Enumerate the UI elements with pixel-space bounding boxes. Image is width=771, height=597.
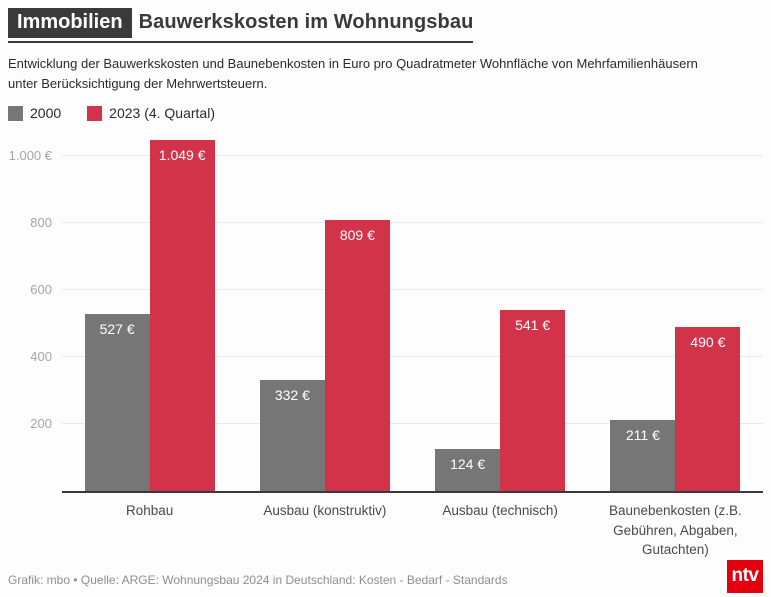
bar-value-label: 124 € bbox=[450, 456, 486, 473]
bar-value-label: 527 € bbox=[99, 321, 135, 338]
plot-area: 527 € 1.049 € 332 € 809 € 124 € 541 € 211 € 490… bbox=[9, 140, 763, 494]
legend-label-2000: 2000 bbox=[30, 105, 62, 122]
bar-value-label: 809 € bbox=[339, 227, 375, 244]
category-label: Ausbau (technisch) bbox=[442, 503, 558, 519]
gridline bbox=[62, 289, 763, 291]
x-axis-labels: Rohbau Ausbau (konstruktiv) Ausbau (techni… bbox=[62, 493, 763, 560]
gridline bbox=[62, 423, 763, 425]
bar-value-label: 490 € bbox=[690, 334, 726, 351]
legend-swatch-2000 bbox=[8, 105, 23, 121]
bar-2000: 332 € bbox=[259, 380, 325, 492]
source-credit: Grafik: mbo • Quelle: ARGE: Wohnungsbau … bbox=[8, 572, 508, 587]
footer: Grafik: mbo • Quelle: ARGE: Wohnungsbau … bbox=[8, 559, 763, 593]
bar-groups: 527 € 1.049 € 332 € 809 € 124 € 541 € 211 € 490… bbox=[62, 140, 763, 492]
bar-group: 332 € 809 € bbox=[259, 220, 390, 492]
category-label: Rohbau bbox=[125, 503, 174, 519]
bar-2023-4-quartal-: 490 € bbox=[675, 327, 741, 492]
legend-item-2023: 2023 (4. Quartal) bbox=[87, 105, 215, 121]
page-title: Bauwerkskosten im Wohnungsbau bbox=[138, 11, 474, 33]
bar-2000: 124 € bbox=[435, 449, 501, 492]
category-label: Baunebenkosten (z.B. Gebühren, Abgaben, … bbox=[608, 503, 742, 558]
bar-2000: 211 € bbox=[610, 420, 676, 492]
bar-group: 124 € 541 € bbox=[435, 310, 566, 492]
chart-subtitle: Entwicklung der Bauwerkskosten und Baune… bbox=[8, 56, 698, 92]
bar-value-label: 1.049 € bbox=[158, 147, 206, 164]
legend-item-2000: 2000 bbox=[8, 105, 61, 121]
y-axis-tick-label: 200 bbox=[30, 416, 52, 432]
y-axis-tick-label: 600 bbox=[30, 282, 52, 298]
legend-label-2023: 2023 (4. Quartal) bbox=[109, 105, 215, 122]
bar-2023-4-quartal-: 809 € bbox=[324, 220, 390, 492]
bar-chart: 527 € 1.049 € 332 € 809 € 124 € 541 € 211 € 490… bbox=[8, 140, 763, 560]
gridline bbox=[62, 222, 763, 224]
y-axis-tick-label: 400 bbox=[30, 349, 52, 365]
category-badge: Immobilien bbox=[8, 8, 132, 38]
bar-2023-4-quartal-: 541 € bbox=[500, 310, 566, 492]
bar-2023-4-quartal-: 1.049 € bbox=[149, 140, 215, 492]
chart-legend: 2000 2023 (4. Quartal) bbox=[8, 105, 763, 121]
bar-value-label: 541 € bbox=[515, 317, 551, 334]
bar-group: 527 € 1.049 € bbox=[84, 140, 215, 492]
category-label: Ausbau (konstruktiv) bbox=[263, 503, 387, 519]
gridline bbox=[62, 356, 763, 358]
y-axis-tick-label: 800 bbox=[30, 215, 52, 231]
bar-value-label: 332 € bbox=[274, 387, 310, 404]
y-axis-tick-label: 1.000 € bbox=[8, 148, 52, 164]
header: Immobilien Bauwerkskosten im Wohnungsbau bbox=[8, 8, 763, 43]
gridline bbox=[62, 155, 763, 157]
ntv-logo: ntv bbox=[727, 559, 763, 593]
bar-2000: 527 € bbox=[84, 314, 150, 492]
bar-group: 211 € 490 € bbox=[610, 327, 741, 492]
legend-swatch-2023 bbox=[87, 105, 103, 121]
title-row: Immobilien Bauwerkskosten im Wohnungsbau bbox=[8, 8, 474, 43]
bar-value-label: 211 € bbox=[625, 427, 660, 444]
